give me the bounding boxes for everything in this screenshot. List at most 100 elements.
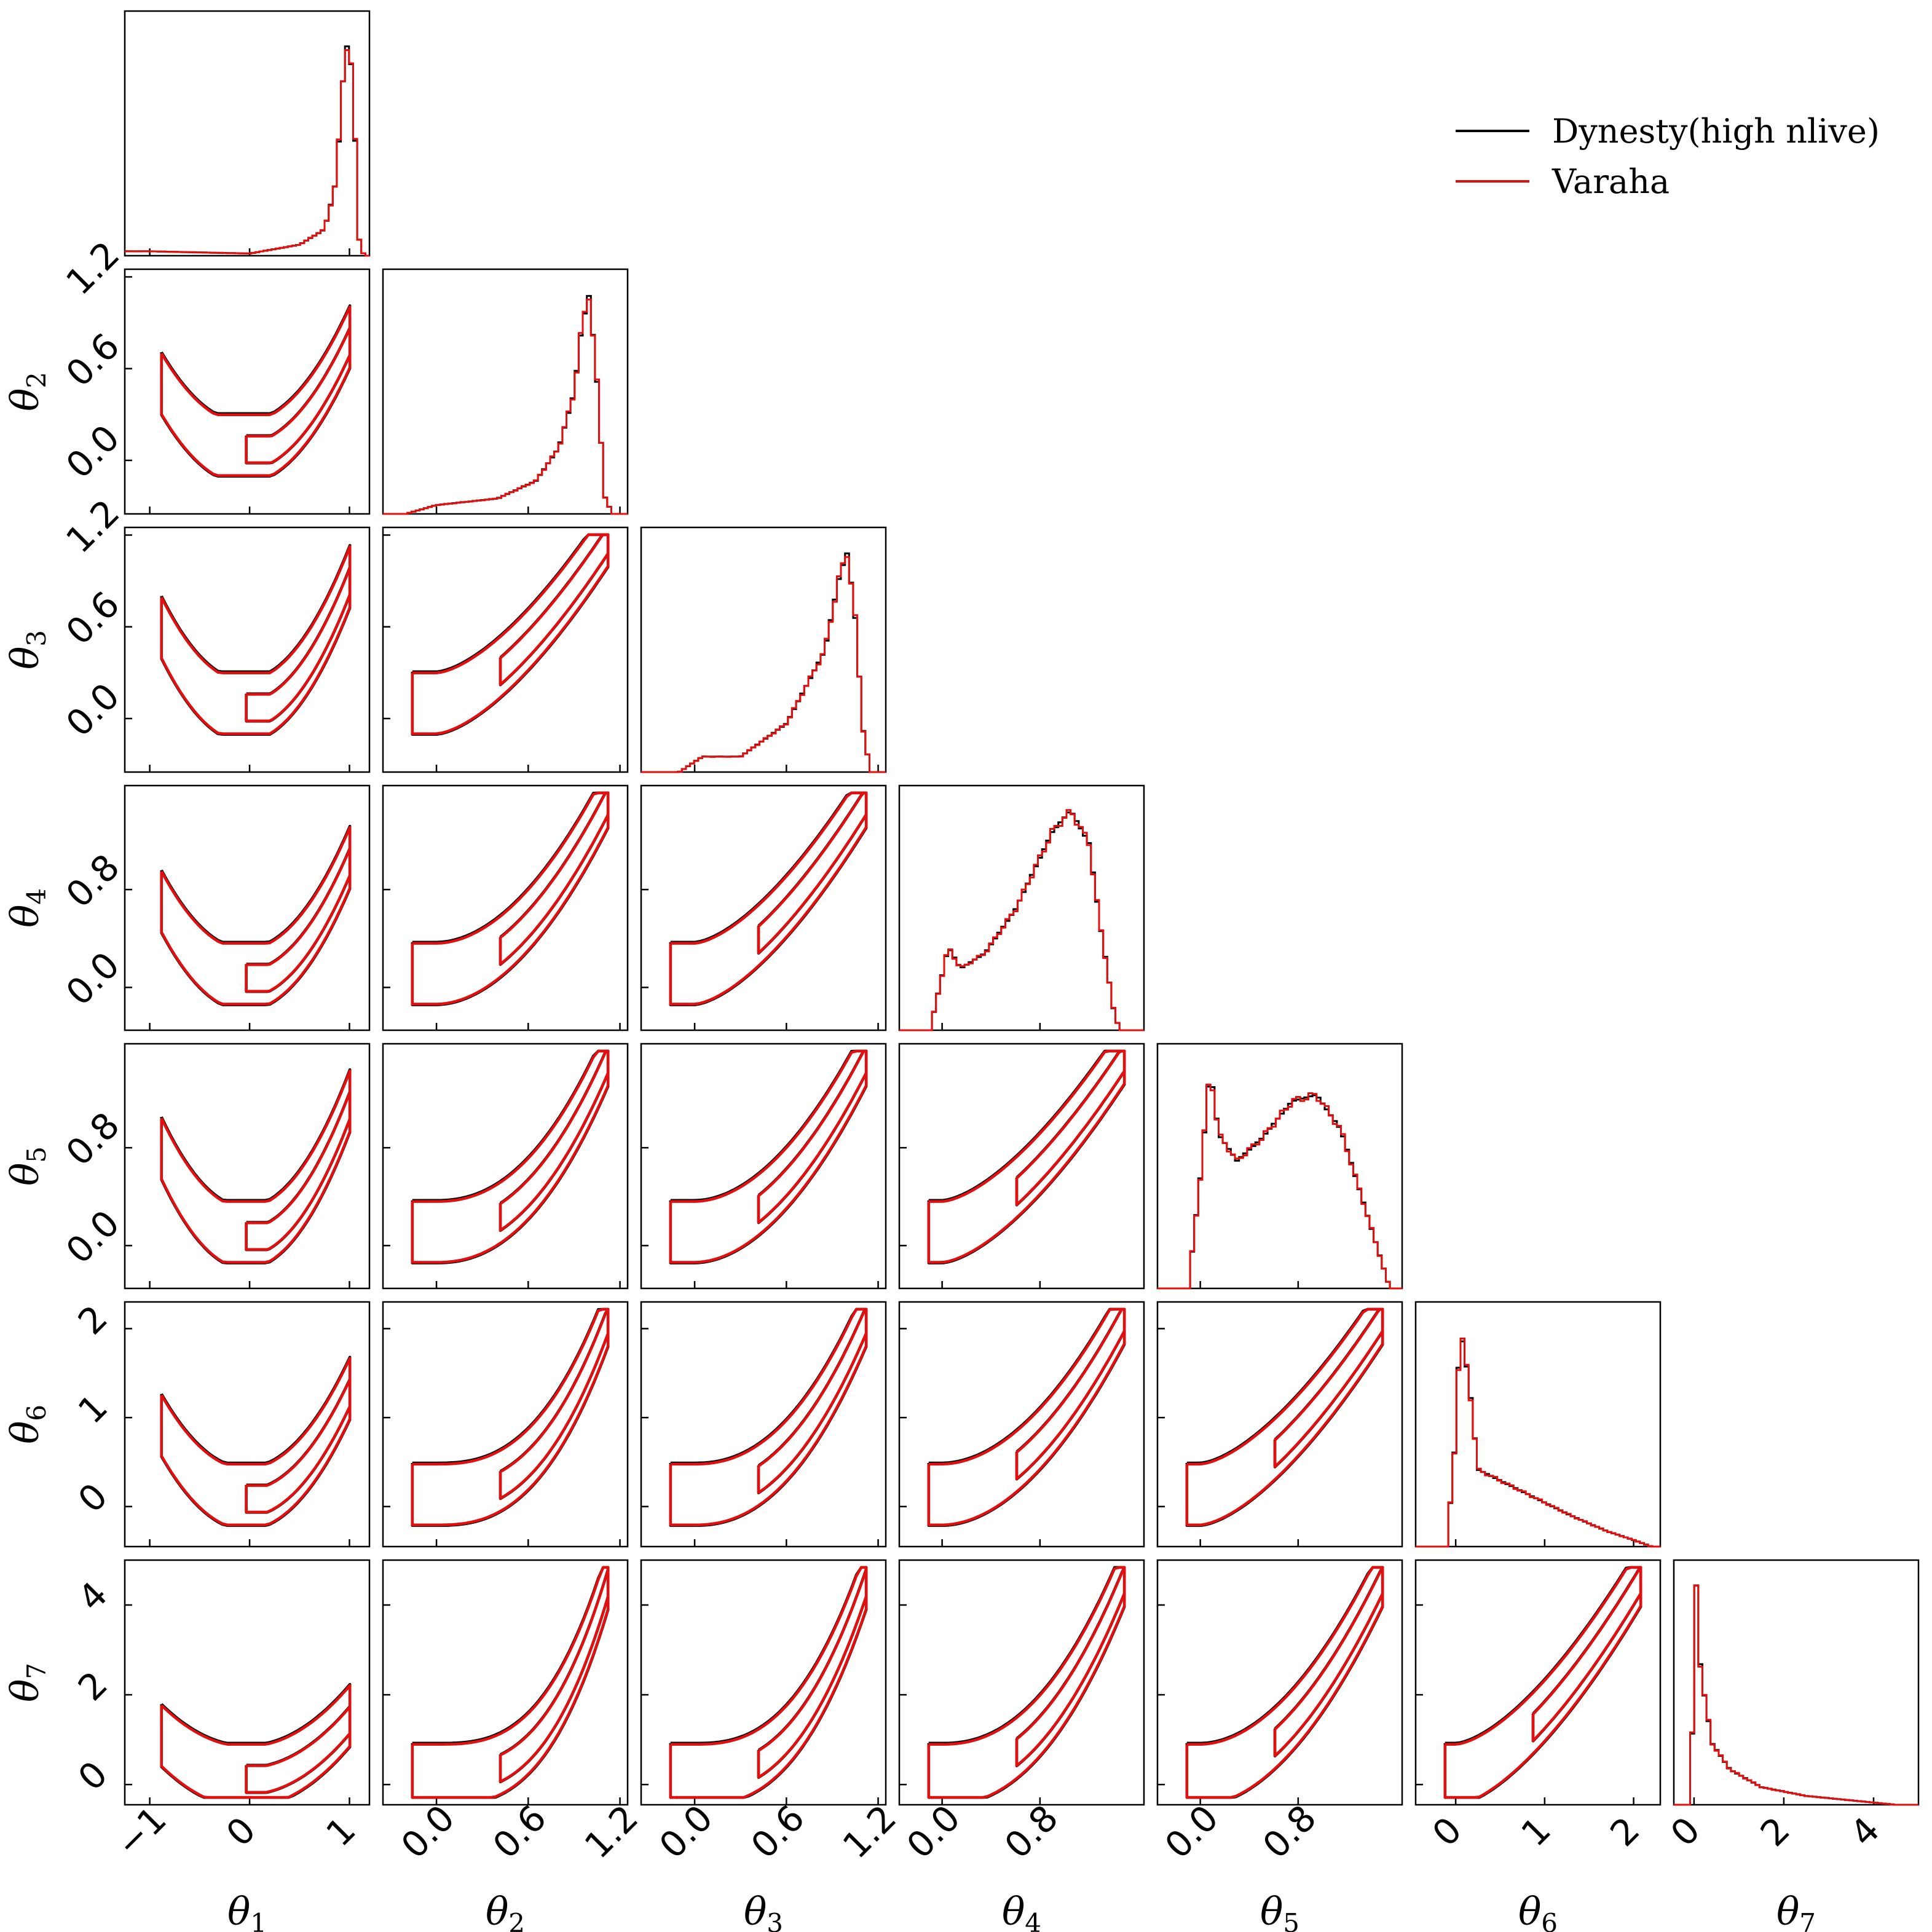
y-axis-label: θ6 (2, 1405, 52, 1444)
x-tick-label: −1 (108, 1799, 175, 1866)
panel-frame (898, 1301, 1145, 1548)
y-axis-label-sub: 6 (22, 1405, 52, 1421)
contour-dynesty-2 (1015, 1566, 1126, 1768)
contour-varaha-1 (669, 1049, 868, 1264)
panel-5-1: 0.0 0.8θ5 (2, 1043, 371, 1290)
y-tick-label: 1 (70, 1386, 116, 1432)
x-tick-label: 0.8 (1255, 1797, 1324, 1866)
contour-dynesty-1 (669, 1307, 868, 1528)
contour-varaha-2 (245, 326, 352, 464)
panel-frame (898, 1559, 1145, 1806)
hist-dynesty (1674, 1584, 1918, 1806)
panel-frame (1414, 1559, 1662, 1806)
x-tick-label: 1.2 (577, 1797, 646, 1866)
panel-frame (640, 1043, 887, 1290)
contour-varaha-1 (1443, 1566, 1642, 1799)
panel-frame (640, 526, 887, 773)
x-axis-label: θ7 (1776, 1889, 1816, 1932)
y-tick-label: 0.0 (58, 944, 127, 1014)
contour-varaha-2 (245, 1705, 352, 1794)
y-tick-label: 2 (70, 1297, 116, 1343)
panel-4-4 (898, 784, 1145, 1031)
hist-varaha (383, 298, 628, 515)
contour-varaha-2 (499, 1568, 610, 1783)
x-tick-label: 0.6 (743, 1797, 813, 1866)
x-axis-label: θ3 (744, 1889, 783, 1932)
contour-varaha-1 (927, 1566, 1126, 1799)
panel-frame (640, 1559, 887, 1806)
contour-varaha-2 (1015, 1566, 1126, 1767)
contour-varaha-2 (757, 791, 868, 955)
panel-6-5 (1156, 1301, 1403, 1548)
y-axis-label: θ7 (2, 1663, 52, 1702)
contour-varaha-1 (927, 1049, 1126, 1264)
x-tick-label: 0.0 (899, 1797, 968, 1866)
contour-varaha-2 (1015, 1307, 1126, 1481)
panel-6-6 (1414, 1301, 1662, 1548)
x-tick-label: 0.0 (393, 1797, 462, 1866)
y-tick-label: 4 (70, 1574, 116, 1619)
contour-varaha-2 (245, 1090, 352, 1251)
panel-2-1: 0.0 0.6 1.2 θ2 (2, 234, 371, 515)
contour-dynesty-2 (1015, 1049, 1126, 1207)
contour-varaha-1 (1185, 1307, 1384, 1526)
contour-dynesty-1 (160, 1355, 352, 1528)
x-tick-label: 1 (318, 1809, 363, 1855)
contour-dynesty-2 (499, 1307, 610, 1500)
contour-varaha-1 (669, 791, 868, 1006)
hist-varaha (1157, 1083, 1402, 1290)
contour-varaha-1 (669, 1566, 868, 1799)
panel-frame (124, 1043, 371, 1290)
y-tick-label: 0 (70, 1753, 116, 1799)
contour-varaha-2 (245, 847, 352, 993)
contour-varaha-2 (1015, 1049, 1126, 1207)
panel-frame (382, 1301, 629, 1548)
contour-dynesty-1 (927, 1566, 1126, 1799)
hist-dynesty (125, 45, 369, 257)
contour-dynesty-1 (669, 791, 868, 1006)
contour-varaha-1 (160, 1684, 352, 1799)
x-axis-label: θ5 (1260, 1889, 1299, 1932)
contour-varaha-1 (411, 791, 610, 1006)
y-axis-label-sub: 7 (22, 1663, 52, 1679)
panel-frame (124, 784, 371, 1031)
panel-frame (898, 784, 1145, 1031)
contour-dynesty-1 (411, 533, 610, 736)
panel-3-1: 0.0 0.6 1.2 θ3 (2, 492, 371, 773)
contour-varaha-1 (160, 305, 352, 477)
panel-frame (898, 1043, 1145, 1290)
panel-5-3 (640, 1043, 887, 1290)
y-axis-label: θ3 (2, 630, 52, 669)
panel-7-3: 0.0 0.6 1.2 θ3 (640, 1559, 904, 1932)
panel-6-1: 0 1 2 θ6 (2, 1297, 371, 1548)
contour-varaha-2 (1273, 1307, 1384, 1469)
panel-frame (1414, 1301, 1662, 1548)
legend: Dynesty(high nlive) Varaha (1456, 112, 1880, 201)
contour-dynesty-2 (245, 326, 352, 465)
contour-varaha-1 (160, 826, 352, 1006)
contour-dynesty-2 (499, 533, 610, 687)
x-tick-label: 1.2 (835, 1797, 904, 1866)
contour-dynesty-1 (927, 1307, 1126, 1528)
legend-label-dynesty: Dynesty(high nlive) (1552, 112, 1880, 151)
x-tick-label: 0.0 (1157, 1797, 1226, 1866)
y-tick-label: 2 (70, 1663, 116, 1709)
panel-6-3 (640, 1301, 887, 1548)
y-axis-label-sub: 3 (22, 630, 52, 647)
panel-frame (1156, 1559, 1403, 1806)
contour-dynesty-1 (927, 1049, 1126, 1264)
contour-varaha-2 (1273, 1566, 1384, 1757)
panel-7-4: 0.0 0.8 θ4 (898, 1559, 1145, 1932)
y-axis-label-sub: 2 (22, 372, 52, 388)
y-axis-label-sub: 5 (22, 1146, 52, 1163)
x-tick-label: 0 (1424, 1809, 1470, 1855)
y-axis-label: θ2 (2, 372, 52, 411)
contour-dynesty-1 (1185, 1307, 1384, 1528)
contour-dynesty-2 (757, 1307, 868, 1495)
panel-frame (124, 10, 371, 257)
contour-varaha-2 (499, 791, 610, 966)
y-axis-label-sub: 4 (22, 888, 52, 905)
y-tick-label: 0 (70, 1475, 116, 1521)
